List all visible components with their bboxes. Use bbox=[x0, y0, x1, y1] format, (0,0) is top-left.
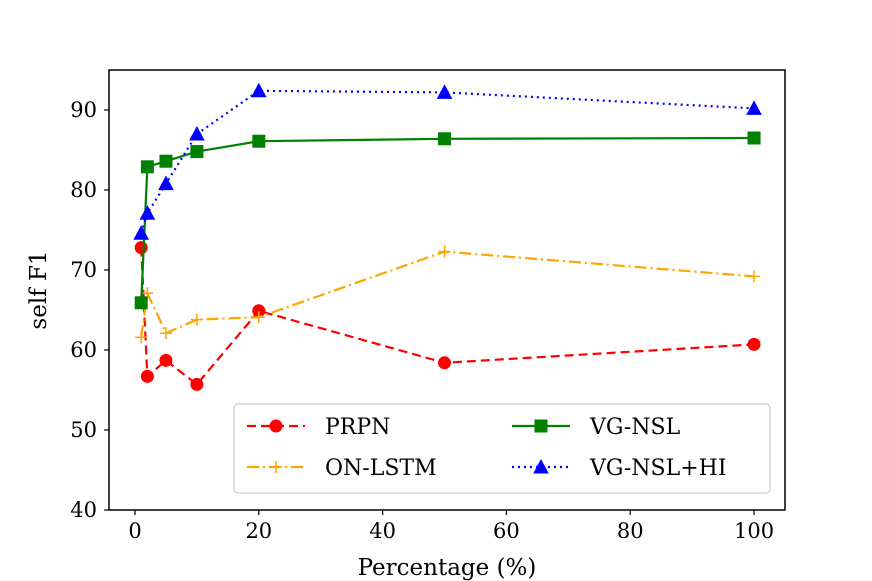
axis-ticks: 0 20 40 60 80 100 40 50 60 70 80 90 bbox=[70, 98, 774, 543]
data-point-vg-nsl-hi bbox=[436, 84, 453, 99]
y-tick-label: 40 bbox=[70, 498, 97, 522]
y-tick-label: 60 bbox=[70, 338, 97, 362]
data-point-vg-nsl-hi bbox=[158, 175, 174, 191]
x-tick-label: 100 bbox=[734, 519, 774, 543]
data-point-vg-nsl-hi bbox=[250, 82, 267, 98]
y-axis-label: self F1 bbox=[26, 250, 52, 329]
data-point-on-lstm bbox=[252, 311, 265, 324]
data-point-vg-nsl bbox=[190, 145, 204, 159]
data-point-on-lstm bbox=[438, 245, 451, 258]
axes-frame bbox=[108, 69, 786, 511]
plot-area bbox=[133, 82, 762, 391]
x-tick-label: 40 bbox=[369, 519, 396, 543]
data-point-on-lstm bbox=[159, 327, 172, 340]
data-point-vg-nsl bbox=[747, 131, 761, 145]
data-point-vg-nsl-hi bbox=[139, 205, 156, 220]
series-line-vg-nsl bbox=[140, 136, 755, 303]
legend-label-on-lstm: ON-LSTM bbox=[325, 456, 437, 481]
legend-label-prpn: PRPN bbox=[325, 415, 390, 440]
y-tick-label: 90 bbox=[70, 98, 97, 122]
x-tick-label: 20 bbox=[245, 519, 272, 543]
data-point-vg-nsl bbox=[252, 134, 266, 148]
data-point-vg-nsl-hi bbox=[746, 100, 762, 115]
data-point-vg-nsl bbox=[134, 296, 148, 310]
y-tick-label: 70 bbox=[70, 258, 97, 282]
data-point-vg-nsl bbox=[159, 154, 173, 168]
data-point-prpn bbox=[747, 337, 761, 351]
legend: PRPN ON-LSTM VG-NSL VG-NSL+HI bbox=[233, 403, 771, 494]
data-point-on-lstm bbox=[748, 270, 761, 283]
data-point-prpn bbox=[134, 241, 148, 255]
data-point-vg-nsl-hi bbox=[189, 125, 205, 141]
x-axis-label: Percentage (%) bbox=[358, 555, 537, 581]
x-tick-label: 80 bbox=[617, 519, 644, 543]
y-tick-label: 80 bbox=[70, 178, 97, 202]
series-line-vg-nsl-hi bbox=[140, 89, 755, 234]
data-point-prpn bbox=[438, 356, 452, 370]
legend-label-vg-nsl: VG-NSL bbox=[589, 415, 681, 440]
data-point-vg-nsl bbox=[438, 132, 452, 146]
y-tick-label: 50 bbox=[70, 418, 97, 442]
data-point-on-lstm bbox=[190, 313, 203, 326]
data-point-prpn bbox=[140, 369, 154, 383]
legend-marker-vg-nsl bbox=[534, 419, 548, 433]
legend-label-vg-nsl-hi: VG-NSL+HI bbox=[589, 456, 727, 481]
legend-marker-on-lstm bbox=[270, 461, 282, 473]
series-line-on-lstm bbox=[140, 250, 755, 338]
legend-box bbox=[233, 403, 771, 494]
data-point-prpn bbox=[159, 353, 173, 367]
x-tick-label: 60 bbox=[493, 519, 520, 543]
legend-marker-prpn bbox=[269, 419, 283, 433]
data-point-on-lstm bbox=[135, 331, 148, 344]
data-point-prpn bbox=[190, 377, 204, 391]
data-point-vg-nsl-hi bbox=[133, 225, 150, 240]
x-tick-label: 0 bbox=[128, 519, 141, 543]
legend-marker-vg-nsl-hi bbox=[533, 458, 549, 474]
data-point-vg-nsl bbox=[140, 160, 154, 174]
